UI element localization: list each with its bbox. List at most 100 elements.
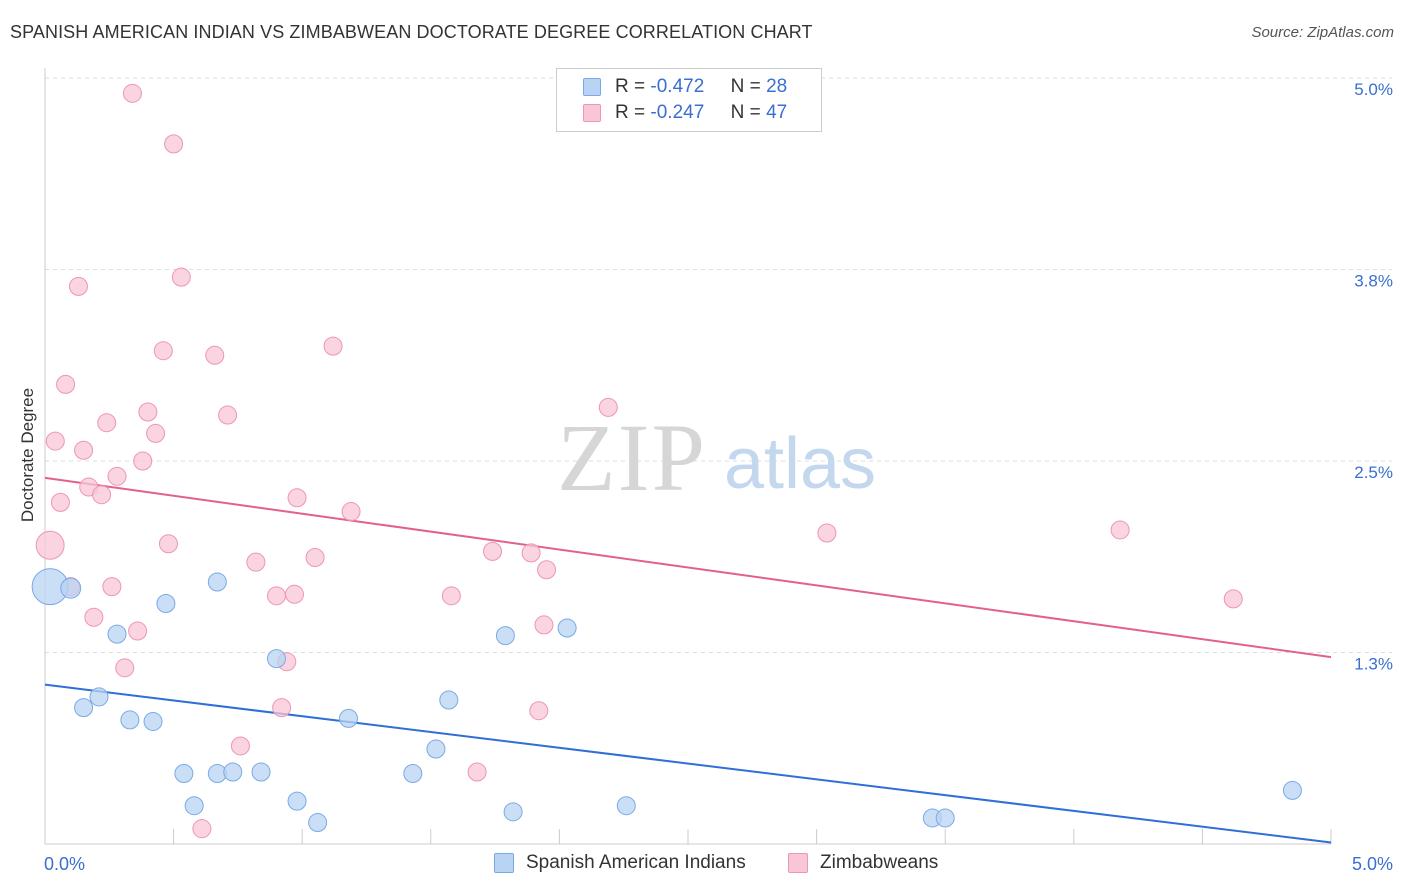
data-point-blue xyxy=(266,649,286,669)
data-point-blue xyxy=(338,708,358,728)
n-label: N = xyxy=(730,102,761,123)
data-point-blue xyxy=(557,618,577,638)
tick-labels: 1.3% 2.5% 3.8% 5.0% 0.0% 5.0% xyxy=(44,80,1393,874)
data-point-pink xyxy=(192,819,212,839)
data-point-blue xyxy=(287,791,307,811)
data-point-blue xyxy=(439,690,459,710)
data-point-pink xyxy=(171,267,191,287)
bottom-legend-label-pink: Zimbabweans xyxy=(820,852,939,873)
data-point-pink xyxy=(128,621,148,641)
data-point-blue xyxy=(495,626,515,646)
data-point-pink xyxy=(102,577,122,597)
data-point-pink xyxy=(97,413,117,433)
r-value-blue: -0.472 xyxy=(650,76,705,97)
data-point-blue xyxy=(174,764,194,784)
data-point-pink xyxy=(218,405,238,425)
y-tick-label: 3.8% xyxy=(1354,272,1393,291)
legend-swatch-pink xyxy=(583,104,601,122)
axes xyxy=(44,68,1332,845)
data-points xyxy=(31,83,1302,839)
n-label: N = xyxy=(730,76,761,97)
data-point-pink xyxy=(74,440,94,460)
y-tick-label: 2.5% xyxy=(1354,463,1393,482)
source-label: Source: ZipAtlas.com xyxy=(1251,24,1394,41)
data-point-blue xyxy=(184,796,204,816)
data-point-pink xyxy=(84,607,104,627)
bottom-legend-swatch-blue xyxy=(494,853,514,873)
x-tick-label: 0.0% xyxy=(44,854,85,874)
watermark-atlas: atlas xyxy=(724,424,876,504)
x-tick-label: 5.0% xyxy=(1352,854,1393,874)
data-point-blue xyxy=(89,687,109,707)
data-point-pink xyxy=(1110,520,1130,540)
data-point-pink xyxy=(115,658,135,678)
data-point-pink xyxy=(341,502,361,522)
data-point-pink xyxy=(323,336,343,356)
data-point-pink xyxy=(107,466,127,486)
data-point-pink xyxy=(598,397,618,417)
data-point-blue xyxy=(251,762,271,782)
grid-lines xyxy=(45,77,1392,653)
data-point-pink xyxy=(133,451,153,471)
data-point-pink xyxy=(305,548,325,568)
n-value-pink: 47 xyxy=(766,102,788,123)
data-point-blue xyxy=(935,808,955,828)
data-point-pink xyxy=(441,586,461,606)
data-point-pink xyxy=(284,584,304,604)
data-point-pink xyxy=(521,543,541,563)
data-point-blue xyxy=(107,624,127,644)
data-point-pink xyxy=(122,83,142,103)
trend-lines xyxy=(44,476,1332,844)
legend-text-blue: R = -0.472 N = 28 xyxy=(615,76,787,98)
data-point-pink xyxy=(1223,589,1243,609)
data-point-blue xyxy=(74,698,94,718)
data-point-pink xyxy=(817,523,837,543)
data-point-pink xyxy=(158,534,178,554)
data-point-pink xyxy=(45,431,65,451)
data-point-pink xyxy=(35,530,65,560)
trendline-pink xyxy=(44,476,1332,659)
data-point-blue xyxy=(308,813,328,833)
data-point-blue xyxy=(156,593,176,613)
r-label: R = xyxy=(615,76,646,97)
data-point-pink xyxy=(205,345,225,365)
n-value-blue: 28 xyxy=(766,76,788,97)
trendline-blue xyxy=(44,683,1332,844)
data-point-pink xyxy=(246,552,266,572)
data-point-blue xyxy=(143,711,163,731)
data-point-blue xyxy=(426,739,446,759)
data-point-blue xyxy=(1282,780,1302,800)
data-point-pink xyxy=(266,586,286,606)
data-point-pink xyxy=(164,134,184,154)
watermark-zip: ZIP xyxy=(557,404,707,511)
legend-text-pink: R = -0.247 N = 47 xyxy=(615,102,787,124)
data-point-pink xyxy=(68,276,88,296)
legend-swatch-blue xyxy=(583,78,601,96)
correlation-legend: R = -0.472 N = 28 R = -0.247 N = 47 xyxy=(556,68,822,132)
data-point-pink xyxy=(272,698,292,718)
data-point-blue xyxy=(503,802,523,822)
data-point-blue xyxy=(120,710,140,730)
data-point-blue xyxy=(223,762,243,782)
data-point-blue xyxy=(207,572,227,592)
data-point-pink xyxy=(92,485,112,505)
data-point-pink xyxy=(138,402,158,422)
y-tick-label: 5.0% xyxy=(1354,80,1393,99)
data-point-pink xyxy=(529,701,549,721)
y-tick-label: 1.3% xyxy=(1354,655,1393,674)
data-point-pink xyxy=(50,492,70,512)
data-point-pink xyxy=(467,762,487,782)
r-label: R = xyxy=(615,102,646,123)
data-point-blue xyxy=(60,577,82,599)
data-point-pink xyxy=(483,541,503,561)
bottom-legend-swatch-pink xyxy=(788,853,808,873)
data-point-pink xyxy=(146,423,166,443)
data-point-pink xyxy=(287,488,307,508)
watermark: ZIP atlas xyxy=(557,404,876,511)
data-point-pink xyxy=(230,736,250,756)
data-point-pink xyxy=(56,374,76,394)
r-value-pink: -0.247 xyxy=(650,102,705,123)
data-point-pink xyxy=(537,560,557,580)
bottom-legend-label-blue: Spanish American Indians xyxy=(526,852,746,873)
